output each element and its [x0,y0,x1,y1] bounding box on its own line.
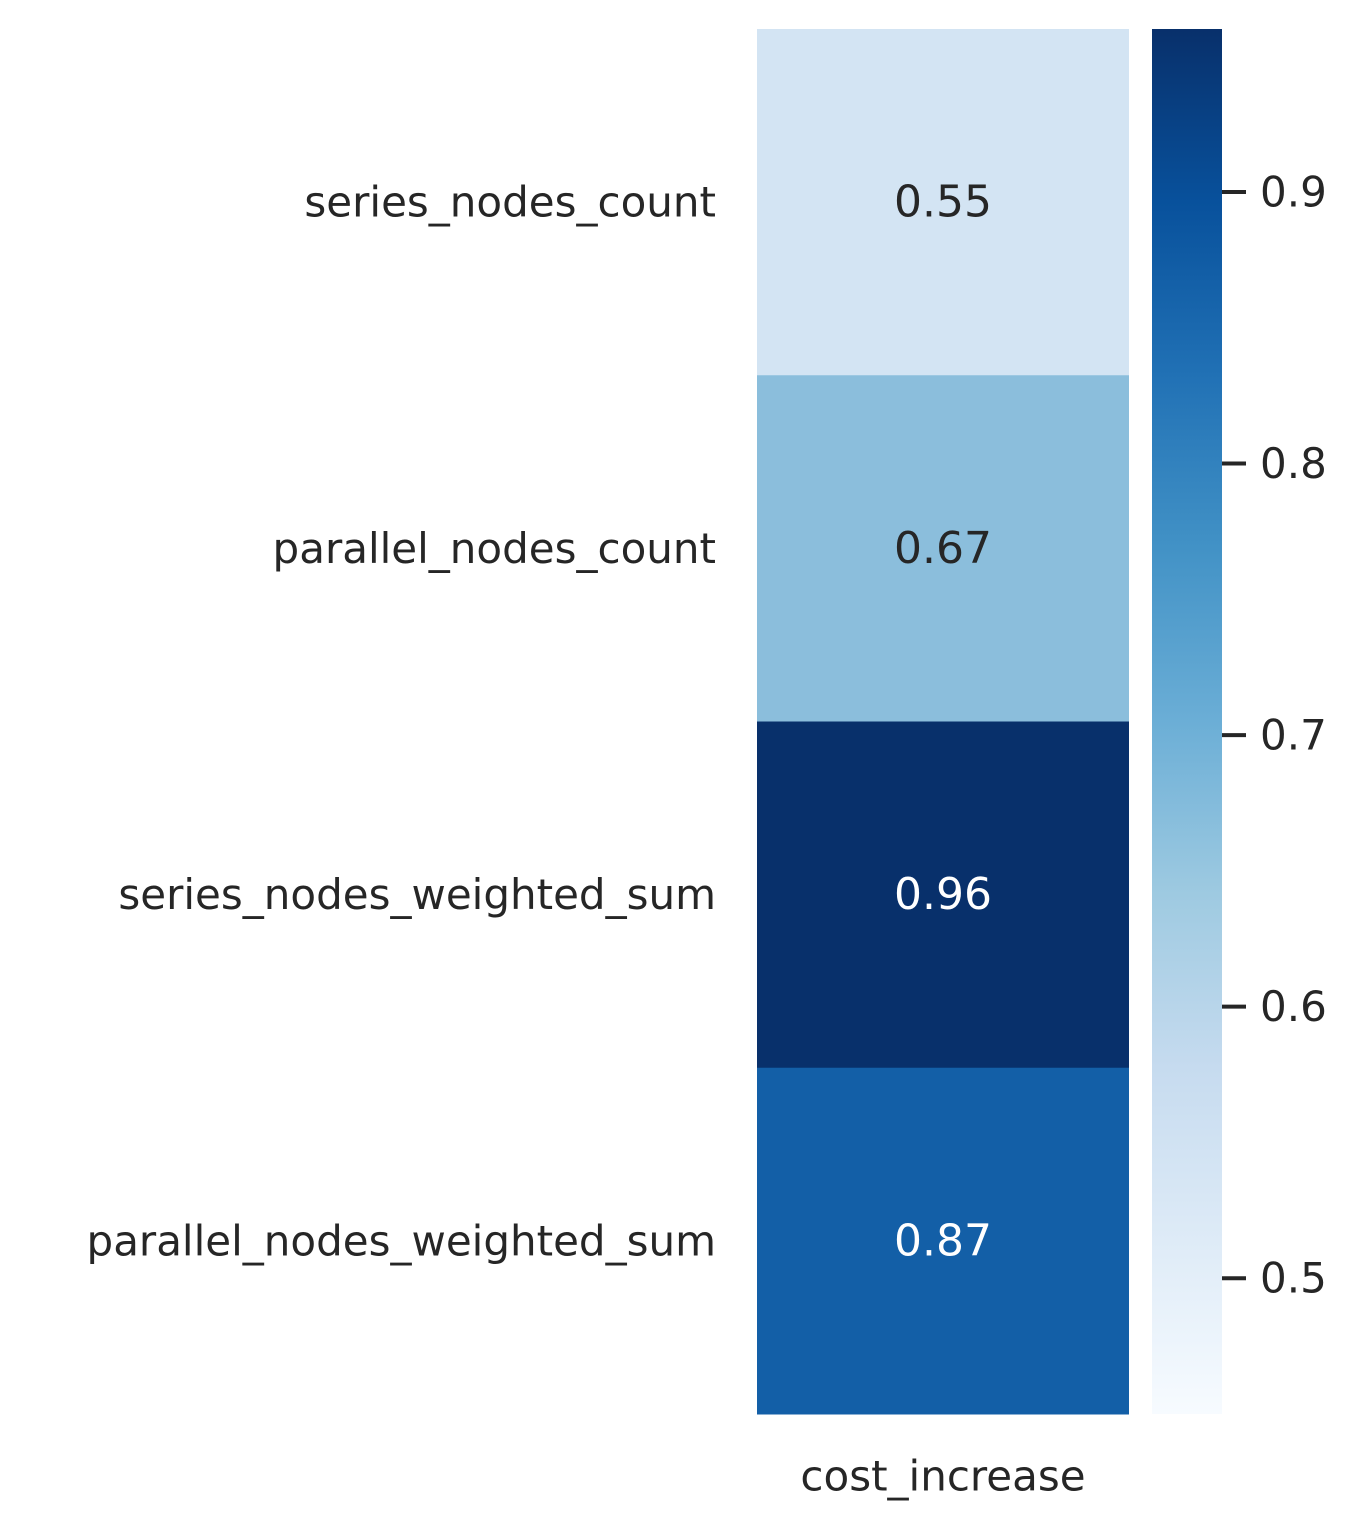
heatmap-cell-series_nodes_count [757,29,1129,376]
heatmap-cell-parallel_nodes_count [757,375,1129,722]
row-labels: series_nodes_count parallel_nodes_countse… [87,178,716,1266]
colorbar-tick-label: 0.5 [1260,1254,1327,1303]
cell-value-label: 0.55 [894,177,992,228]
cell-value-labels: 0.55 0.67 0.96 0.87 [894,177,992,1267]
row-label-parallel_nodes_weighted_sum: parallel_nodes_weighted_sum [87,1216,716,1265]
cell-value-label: 0.87 [894,1215,992,1266]
colorbar-tick-label: 0.6 [1260,982,1327,1031]
row-label-parallel_nodes_count: parallel_nodes_count [273,524,716,573]
column-labels: cost_increase [800,1452,1085,1501]
column-label-cost_increase: cost_increase [800,1452,1085,1501]
heatmap-cell-parallel_nodes_weighted_sum [757,1067,1129,1415]
cell-value-label: 0.67 [894,523,992,574]
colorbar [1152,29,1222,1414]
colorbar-tick-label: 0.7 [1260,711,1327,760]
colorbar-ticks: 0.5 0.6 0.7 0.8 0.9 [1222,167,1327,1303]
cell-value-label: 0.96 [894,869,992,920]
heatmap-cell-series_nodes_weighted_sum [757,721,1129,1069]
heatmap-cells [757,29,1129,1415]
colorbar-gradient [1152,29,1222,1414]
row-label-series_nodes_count: series_nodes_count [304,178,716,227]
colorbar-tick-label: 0.8 [1260,439,1327,488]
colorbar-tick-label: 0.9 [1260,167,1327,216]
row-label-series_nodes_weighted_sum: series_nodes_weighted_sum [118,870,716,919]
